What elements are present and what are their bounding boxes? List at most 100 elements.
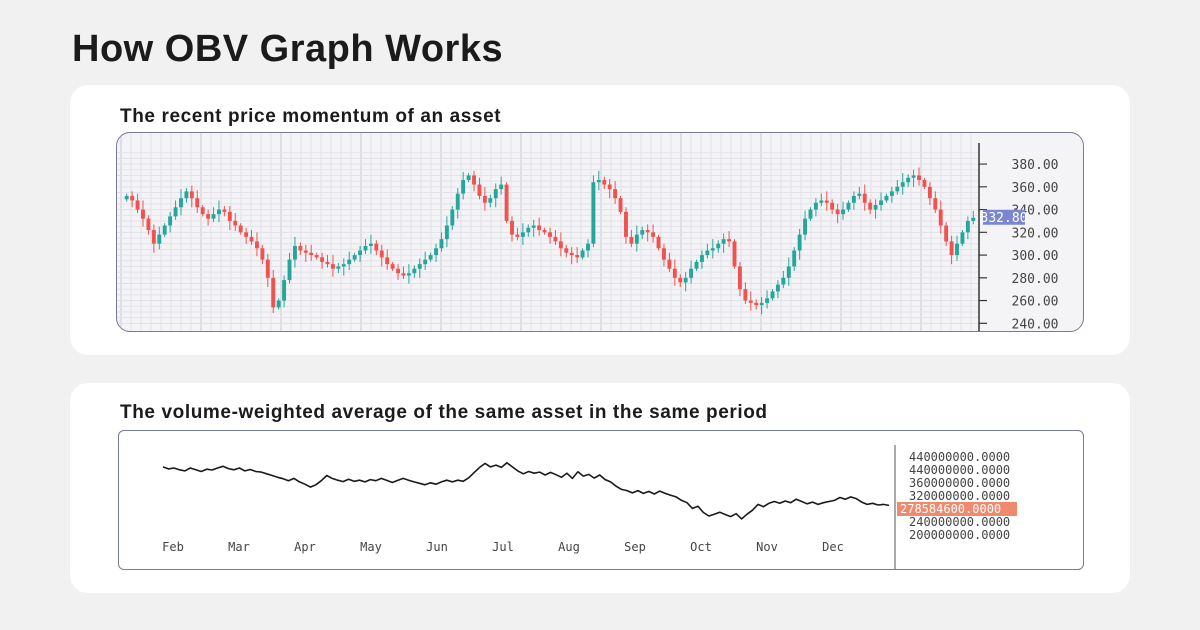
candle (325, 255, 330, 268)
candle-body (873, 205, 878, 210)
candle-body (423, 259, 428, 265)
candle (238, 223, 243, 235)
candle (965, 216, 970, 240)
y-tick-label: 360.00 (1012, 181, 1059, 196)
x-tick-label: Jun (426, 540, 448, 554)
candle-body (124, 195, 129, 200)
candle-body (716, 243, 721, 249)
page-title: How OBV Graph Works (72, 28, 504, 70)
candle (889, 186, 894, 203)
candle (510, 216, 514, 242)
candle-body (906, 177, 911, 183)
candle (683, 272, 688, 292)
candle (558, 232, 563, 257)
candle (260, 244, 265, 265)
candle (803, 210, 808, 241)
candle (244, 227, 249, 244)
candle (526, 224, 531, 237)
candle-body (629, 236, 634, 244)
candle (330, 255, 335, 277)
candle (423, 251, 428, 270)
candle (656, 234, 661, 251)
candle-body (694, 261, 699, 269)
candle-body (944, 225, 949, 242)
candle-body (141, 209, 145, 219)
candle (206, 209, 211, 226)
candle (189, 185, 194, 208)
candle (955, 235, 959, 261)
candle-body (493, 189, 498, 199)
candle (786, 257, 791, 286)
candle-body (607, 184, 612, 190)
candle-body (830, 202, 835, 210)
candle-body (548, 232, 552, 237)
candle (222, 206, 227, 217)
candle (765, 290, 770, 309)
candle-body (705, 250, 710, 256)
candle-body (363, 245, 368, 251)
candle (721, 233, 726, 253)
candle (748, 291, 753, 311)
obv-chart-title: The volume-weighted average of the same … (120, 402, 768, 423)
candle (564, 244, 569, 258)
candle-body (217, 209, 221, 215)
x-tick-label: May (360, 540, 382, 554)
candle-body (542, 230, 547, 233)
candle (846, 200, 851, 212)
candle-body (927, 186, 932, 199)
candle (287, 252, 292, 284)
candle (949, 235, 954, 265)
candle (482, 186, 487, 211)
candle-body (406, 273, 411, 276)
candle-body (146, 218, 151, 231)
candle (699, 250, 704, 269)
candle-body (271, 277, 276, 308)
candle-body (775, 284, 780, 292)
candle-body (260, 248, 265, 260)
candle (417, 258, 422, 278)
candle-body (640, 230, 645, 235)
candle-body (868, 202, 873, 210)
candle (439, 232, 444, 252)
candle (862, 184, 867, 211)
candle-body (765, 298, 770, 303)
price-candlestick-chart: 380.00360.00340.00320.00300.00280.00260.… (117, 133, 1059, 331)
candle (879, 192, 883, 211)
candle-body (727, 239, 732, 242)
candle (884, 193, 889, 203)
candle-body (309, 252, 314, 256)
x-tick-label: Aug (558, 540, 580, 554)
candle-body (971, 217, 976, 221)
candle (450, 206, 455, 231)
candle-body (173, 207, 178, 217)
candle (368, 234, 373, 254)
candle (737, 261, 742, 297)
last-price-badge: 332.80 (981, 209, 1027, 226)
candle-body (737, 266, 742, 290)
candle (488, 194, 493, 208)
candle-body (960, 232, 965, 244)
candle-body (189, 191, 194, 199)
candle-body (472, 175, 476, 185)
candle (694, 259, 699, 271)
obv-line-chart: Feb Mar Apr May Jun Jul Aug Sep Oct Nov Dec 4400000… (162, 445, 1017, 569)
candle-body (162, 225, 167, 235)
candle-body (265, 259, 270, 278)
candle (493, 183, 498, 208)
candle (537, 217, 542, 236)
candle (292, 236, 297, 268)
candle (743, 282, 748, 304)
candle (455, 187, 460, 219)
x-tick-label: Mar (228, 540, 250, 554)
y-tick-label: 440000000.0000 (909, 463, 1010, 477)
candle (960, 230, 965, 246)
candle (444, 216, 449, 248)
candle (634, 225, 639, 252)
candle (835, 203, 840, 224)
candle-body (385, 257, 390, 265)
price-chart-title: The recent price momentum of an asset (120, 106, 502, 127)
candle (309, 244, 314, 261)
candle (808, 207, 813, 221)
x-tick-label: Jul (492, 540, 514, 554)
candle (406, 264, 411, 284)
